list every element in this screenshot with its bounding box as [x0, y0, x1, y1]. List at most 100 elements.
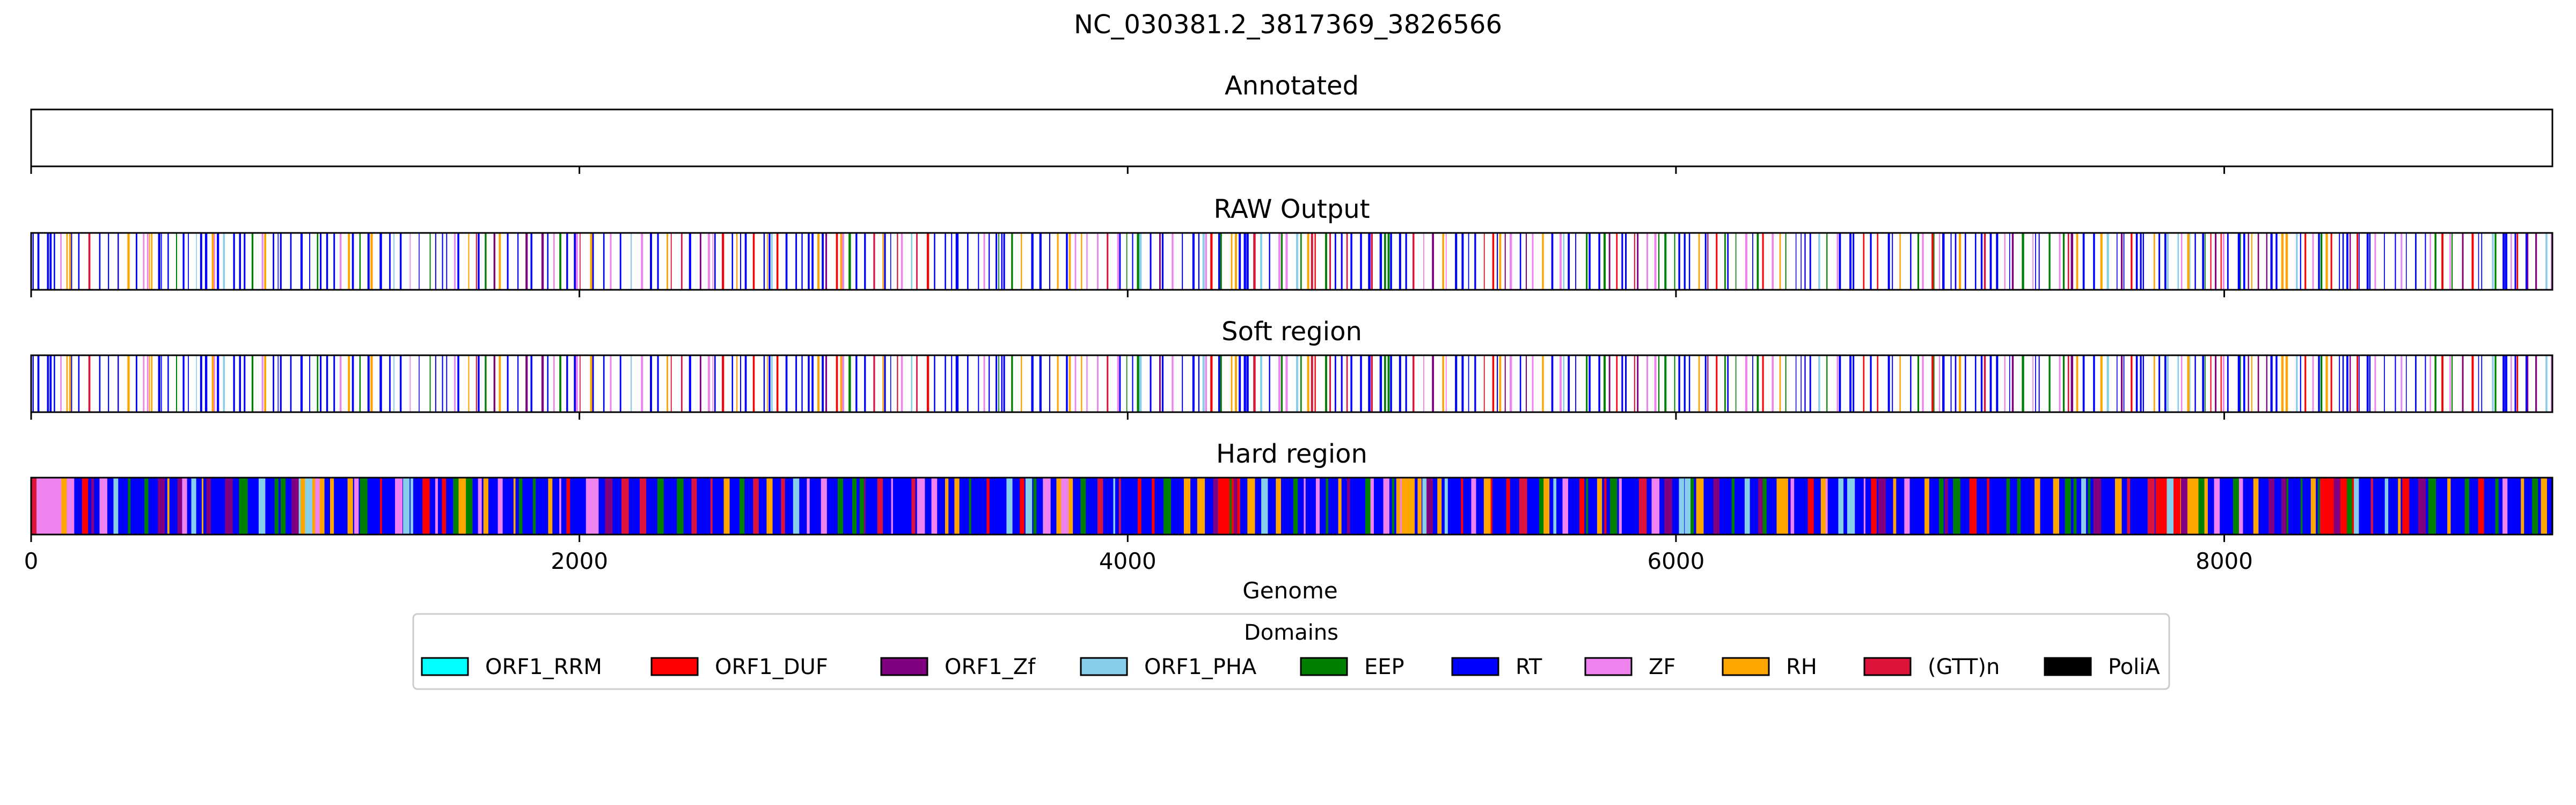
domain-mark	[2131, 355, 2133, 412]
domain-mark	[767, 355, 768, 412]
domain-mark	[1809, 355, 1811, 412]
domain-mark	[188, 355, 189, 412]
domain-mark	[118, 355, 119, 412]
domain-mark	[326, 355, 328, 412]
domain-mark	[1285, 233, 1288, 290]
domain-mark	[2106, 355, 2109, 412]
domain-mark	[2318, 355, 2320, 412]
domain-mark	[2333, 478, 2340, 535]
domain-mark	[1139, 233, 1142, 290]
domain-mark	[108, 233, 109, 290]
domain-mark	[1278, 233, 1281, 290]
domain-mark	[1031, 355, 1034, 412]
domain-mark	[1346, 233, 1348, 290]
domain-mark	[348, 355, 350, 412]
domain-mark	[699, 233, 701, 290]
domain-mark	[2065, 478, 2071, 535]
domain-mark	[1346, 355, 1348, 412]
domain-mark	[1197, 478, 1205, 535]
legend-swatch	[1080, 657, 1128, 676]
domain-mark	[1625, 355, 1627, 412]
domain-mark	[175, 233, 178, 290]
domain-mark	[2123, 233, 2125, 290]
track-title: Annotated	[1225, 71, 1359, 101]
domain-mark	[1432, 233, 1435, 290]
domain-mark	[1390, 233, 1392, 290]
domain-mark	[2227, 233, 2229, 290]
domain-mark	[840, 355, 843, 412]
domain-mark	[2194, 355, 2196, 412]
domain-mark	[603, 233, 605, 290]
domain-mark	[1243, 355, 1246, 412]
legend-swatch	[1584, 657, 1633, 676]
domain-mark	[483, 478, 488, 535]
domain-mark	[395, 478, 403, 535]
domain-mark	[410, 478, 413, 535]
domain-mark	[2449, 355, 2451, 412]
domain-mark	[2339, 355, 2340, 412]
domain-mark	[1984, 233, 1986, 290]
domain-mark	[2158, 233, 2161, 290]
domain-mark	[1987, 478, 1989, 535]
domain-mark	[1269, 355, 1270, 412]
domain-mark	[409, 355, 411, 412]
domain-mark	[457, 355, 459, 412]
domain-mark	[1838, 478, 1844, 535]
domain-mark	[1137, 478, 1141, 535]
domain-mark	[143, 355, 145, 412]
domain-mark	[360, 478, 368, 535]
domain-mark	[548, 478, 553, 535]
domain-mark	[1560, 233, 1562, 290]
domain-mark	[1400, 478, 1402, 535]
domain-mark	[1445, 233, 1447, 290]
domain-mark	[2067, 355, 2069, 412]
domain-mark	[1870, 233, 1872, 290]
domain-mark	[1795, 355, 1797, 412]
domain-mark	[1461, 478, 1463, 535]
domain-mark	[1423, 355, 1424, 412]
domain-mark	[1684, 233, 1686, 290]
domain-mark	[2022, 355, 2024, 412]
x-axis-label: Genome	[1242, 577, 1337, 604]
domain-mark	[2240, 233, 2241, 290]
domain-mark	[214, 233, 215, 290]
x-tick-label: 0	[24, 548, 39, 574]
domain-mark	[619, 355, 621, 412]
domain-mark	[1307, 355, 1309, 412]
domain-mark	[855, 355, 858, 412]
domain-mark	[88, 233, 91, 290]
domain-mark	[1346, 478, 1350, 535]
domain-mark	[1609, 478, 1618, 535]
domain-mark	[1471, 478, 1476, 535]
domain-mark	[2106, 233, 2109, 290]
domain-mark	[864, 233, 866, 290]
domain-mark	[603, 355, 605, 412]
domain-mark	[532, 478, 536, 535]
domain-mark	[333, 233, 335, 290]
domain-mark	[2275, 355, 2278, 412]
domain-mark	[1724, 233, 1726, 290]
domain-mark	[485, 355, 487, 412]
domain-mark	[776, 233, 779, 290]
domain-mark	[1955, 233, 1957, 290]
domain-mark	[2006, 478, 2010, 535]
domain-mark	[2525, 355, 2528, 412]
domain-mark	[2320, 233, 2323, 290]
domain-mark	[1192, 355, 1195, 412]
domain-mark	[1492, 233, 1495, 290]
domain-mark	[2011, 233, 2014, 290]
domain-mark	[983, 355, 985, 412]
domain-mark	[261, 355, 264, 412]
legend-label: ORF1_DUF	[715, 655, 828, 679]
domain-mark	[710, 478, 713, 535]
domain-mark	[1731, 478, 1735, 535]
domain-mark	[1390, 355, 1392, 412]
domain-mark	[149, 355, 150, 412]
domain-mark	[1863, 233, 1865, 290]
domain-mark	[1117, 355, 1119, 412]
domain-mark	[1575, 355, 1577, 412]
domain-mark	[66, 355, 68, 412]
legend-label: EEP	[1364, 655, 1404, 679]
domain-mark	[2233, 478, 2240, 535]
domain-mark	[2204, 355, 2206, 412]
